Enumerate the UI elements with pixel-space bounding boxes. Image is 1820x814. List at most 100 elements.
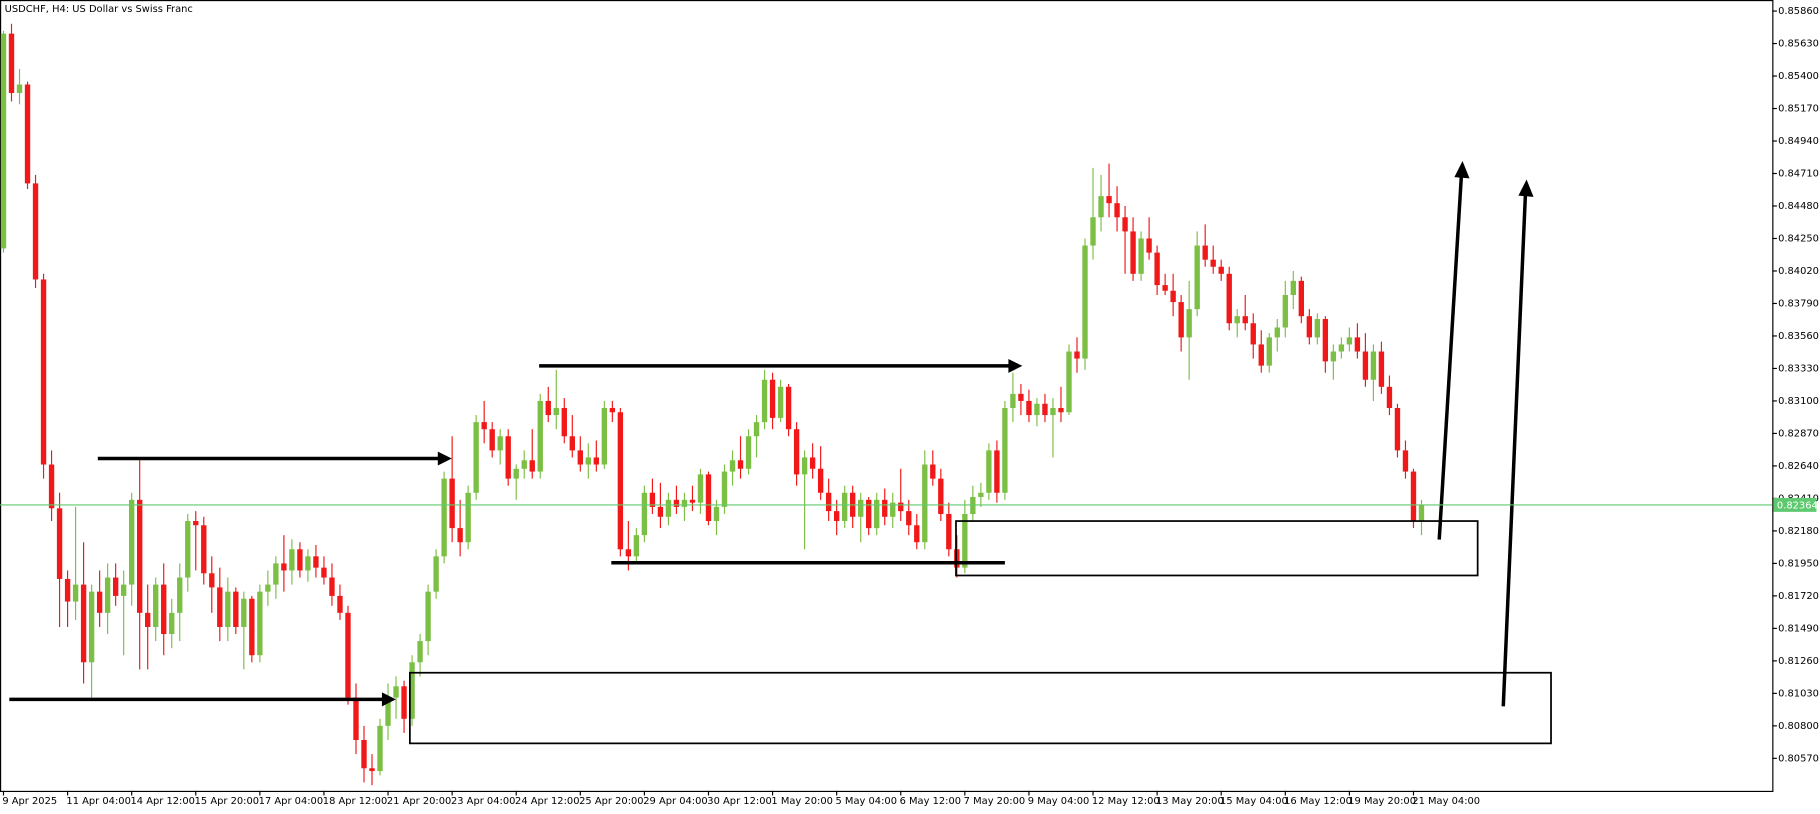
x-tick-label: 29 Apr 04:00 <box>643 796 707 807</box>
candle-body <box>729 460 736 472</box>
candle-body <box>177 577 183 613</box>
candle-body <box>233 591 239 627</box>
candle-body <box>882 499 888 517</box>
candle-body <box>1242 316 1248 324</box>
candle-body <box>1002 408 1008 493</box>
zone-box <box>955 520 1479 577</box>
candle-body <box>153 584 159 627</box>
candle-body <box>617 412 624 550</box>
candle-body <box>753 422 760 437</box>
y-tick-label: 0.80800 <box>1778 721 1819 732</box>
candle-body <box>1354 337 1361 352</box>
candle-body <box>1010 393 1016 409</box>
candle-body <box>393 686 399 698</box>
candle-body <box>128 499 135 585</box>
y-tick-label: 0.83330 <box>1778 363 1819 374</box>
candle-body <box>866 499 872 529</box>
candle-body <box>313 556 319 568</box>
candle-body <box>1226 273 1232 324</box>
candle-body <box>858 499 864 517</box>
candle-body <box>641 492 648 536</box>
candle-body <box>1186 309 1192 338</box>
candle-body <box>80 584 87 663</box>
candle-body <box>545 400 551 416</box>
candle-body <box>521 460 527 469</box>
x-tick-label: 30 Apr 12:00 <box>707 796 771 807</box>
y-tick-label: 0.80570 <box>1778 753 1819 764</box>
candle-body <box>161 584 167 635</box>
candle-body <box>833 511 840 522</box>
y-tick-label: 0.81720 <box>1778 591 1819 602</box>
candle-body <box>665 499 672 517</box>
candle-body <box>1162 285 1168 291</box>
candle-body <box>321 567 327 578</box>
x-tick-label: 24 Apr 12:00 <box>515 796 579 807</box>
candle-body <box>281 563 287 571</box>
candle-body <box>1130 231 1136 274</box>
candle-body <box>585 457 591 465</box>
candle-body <box>513 468 519 479</box>
candle-body <box>289 549 295 571</box>
arrow-head <box>437 451 452 466</box>
candle-body <box>1210 259 1216 267</box>
x-tick-label: 15 Apr 20:00 <box>195 796 259 807</box>
candle-body <box>217 587 223 627</box>
y-tick-label: 0.81030 <box>1778 688 1819 699</box>
candle-body <box>1258 344 1264 366</box>
candle-body <box>1346 337 1353 345</box>
candle-body <box>1250 323 1256 345</box>
candle-body <box>265 584 271 592</box>
candle-body <box>801 457 808 475</box>
x-tick-label: 13 May 20:00 <box>1156 796 1224 807</box>
candle-body <box>16 84 23 93</box>
plot-frame <box>0 0 1774 792</box>
candle-body <box>577 450 583 465</box>
candle-body <box>169 612 175 635</box>
candle-body <box>241 598 247 627</box>
x-tick-label: 7 May 20:00 <box>964 796 1026 807</box>
x-tick-label: 5 May 04:00 <box>835 796 897 807</box>
candle-body <box>898 502 904 512</box>
candle-body <box>1298 280 1304 317</box>
x-tick-label: 23 Apr 04:00 <box>451 796 515 807</box>
candle-body <box>609 408 616 413</box>
candle-body <box>1378 351 1385 387</box>
candle-body <box>673 499 680 507</box>
candle-body <box>978 492 984 498</box>
candle-body <box>96 591 103 613</box>
candle-body <box>649 492 656 507</box>
candle-body <box>273 563 279 585</box>
y-tick-label: 0.85860 <box>1778 6 1819 17</box>
candle-body <box>1202 245 1208 260</box>
candle-body <box>986 450 992 493</box>
candles <box>0 23 1425 786</box>
candle-body <box>489 429 495 451</box>
candle-body <box>449 478 455 529</box>
candle-body <box>593 457 600 465</box>
candle-body <box>361 739 367 769</box>
x-tick-label: 16 May 12:00 <box>1284 796 1352 807</box>
candle-body <box>1050 408 1056 416</box>
candle-body <box>1402 450 1409 472</box>
candle-body <box>465 492 471 543</box>
candle-body <box>777 386 784 418</box>
candle-body <box>145 612 151 627</box>
candle-body <box>120 584 127 596</box>
candle-body <box>569 436 575 451</box>
candle-body <box>1338 344 1345 352</box>
candle-body <box>737 460 744 469</box>
candle-body <box>561 408 567 437</box>
y-tick-label: 0.82640 <box>1778 461 1819 472</box>
candle-body <box>841 492 848 522</box>
candle-body <box>497 436 503 451</box>
candle-body <box>1314 319 1321 338</box>
x-tick-label: 1 May 20:00 <box>771 796 833 807</box>
candle-body <box>817 468 824 493</box>
candle-body <box>1370 351 1377 380</box>
x-tick-label: 18 Apr 12:00 <box>323 796 387 807</box>
y-tick-label: 0.84480 <box>1778 201 1819 212</box>
candle-body <box>72 584 79 602</box>
candle-body <box>257 591 263 656</box>
candle-body <box>962 513 968 568</box>
